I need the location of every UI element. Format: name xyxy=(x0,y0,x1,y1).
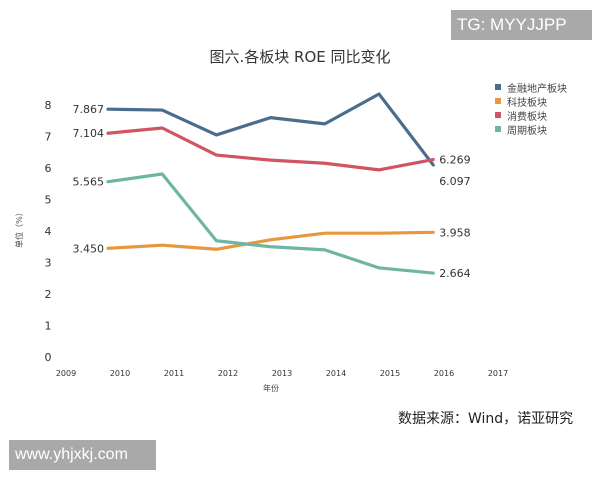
legend-item: 金融地产板块 xyxy=(495,80,567,95)
y-axis-label: 单位（%） xyxy=(14,208,24,248)
legend-label: 消费板块 xyxy=(507,111,547,123)
x-tick-label: 2015 xyxy=(380,369,400,378)
x-tick-label: 2013 xyxy=(272,369,292,378)
y-tick-label: 0 xyxy=(45,351,52,364)
legend-item: 周期板块 xyxy=(495,122,567,137)
end-value-label: 2.664 xyxy=(439,267,471,280)
start-value-label: 7.104 xyxy=(73,127,105,140)
x-tick-label: 2011 xyxy=(164,369,184,378)
x-tick-label: 2017 xyxy=(488,369,508,378)
y-tick-label: 6 xyxy=(45,162,52,175)
legend-item: 消费板块 xyxy=(495,108,567,123)
x-tick-label: 2010 xyxy=(110,369,130,378)
y-tick-label: 1 xyxy=(45,320,52,333)
y-tick-label: 7 xyxy=(45,131,52,144)
x-tick-label: 2016 xyxy=(434,369,454,378)
y-tick-label: 5 xyxy=(45,194,52,207)
legend-item: 科技板块 xyxy=(495,94,567,109)
start-value-label: 3.450 xyxy=(73,242,105,255)
end-value-label: 3.958 xyxy=(439,226,471,239)
x-tick-label: 2012 xyxy=(218,369,238,378)
series-line xyxy=(106,172,435,275)
chart-title: 图六.各板块 ROE 同比变化 xyxy=(209,48,391,66)
legend-swatch-icon xyxy=(495,98,501,104)
legend-swatch-icon xyxy=(495,112,501,118)
x-tick-label: 2014 xyxy=(326,369,346,378)
start-value-label: 5.565 xyxy=(73,176,105,189)
legend-label: 金融地产板块 xyxy=(507,83,567,95)
watermark-top: TG: MYYJJPP xyxy=(451,10,592,40)
x-tick-label: 2009 xyxy=(56,369,76,378)
legend-label: 周期板块 xyxy=(507,125,547,137)
legend-swatch-icon xyxy=(495,84,501,90)
x-axis-label: 年份 xyxy=(263,383,279,393)
start-value-label: 7.867 xyxy=(73,103,105,116)
end-value-label: 6.097 xyxy=(439,175,471,188)
chart-legend: 金融地产板块 科技板块消费板块周期板块 xyxy=(495,80,567,137)
series-line xyxy=(106,126,435,172)
y-tick-label: 4 xyxy=(45,225,52,238)
y-tick-label: 3 xyxy=(45,257,52,270)
end-value-label: 6.269 xyxy=(439,154,471,167)
y-tick-label: 2 xyxy=(45,288,52,301)
legend-label: 科技板块 xyxy=(507,97,547,109)
y-tick-label: 8 xyxy=(45,99,52,112)
watermark-bottom: www.yhjxkj.com xyxy=(9,440,156,470)
series-line xyxy=(106,92,435,167)
legend-swatch-icon xyxy=(495,126,501,132)
source-note: 数据来源：Wind，诺亚研究 xyxy=(398,411,574,427)
series-line xyxy=(106,230,435,251)
